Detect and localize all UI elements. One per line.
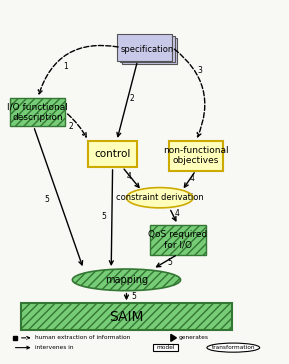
Bar (150, 225, 205, 254)
Text: intervenes in: intervenes in (35, 345, 74, 350)
Text: 1: 1 (63, 62, 68, 71)
Text: generates: generates (178, 335, 208, 340)
Bar (117, 34, 172, 60)
Text: SAIM: SAIM (109, 309, 144, 324)
Text: human extraction of information: human extraction of information (35, 335, 130, 340)
Text: control: control (95, 149, 131, 159)
Bar (88, 141, 137, 167)
Text: constraint derivation: constraint derivation (116, 193, 204, 202)
Bar (10, 98, 65, 126)
Text: specification: specification (120, 45, 173, 54)
Text: 5: 5 (167, 258, 172, 267)
Text: non-functional
objectives: non-functional objectives (163, 146, 229, 166)
Polygon shape (171, 335, 176, 341)
Text: 4: 4 (127, 171, 132, 181)
Bar (169, 141, 223, 171)
Text: 2: 2 (68, 122, 73, 131)
Ellipse shape (207, 343, 260, 352)
Text: 5: 5 (45, 195, 49, 204)
Bar (153, 344, 178, 351)
Text: 5: 5 (102, 213, 107, 221)
Text: transformation: transformation (212, 345, 255, 350)
Text: mapping: mapping (105, 275, 148, 285)
Bar (120, 36, 175, 62)
Bar (13, 336, 16, 340)
Ellipse shape (72, 269, 181, 291)
Text: 2: 2 (130, 94, 134, 103)
Text: I/O functional
description: I/O functional description (7, 102, 68, 122)
Bar (21, 304, 232, 330)
Ellipse shape (127, 187, 193, 208)
Text: 4: 4 (190, 174, 195, 183)
Bar (122, 38, 177, 64)
Text: QoS required
for I/O: QoS required for I/O (148, 230, 208, 249)
Text: 3: 3 (198, 66, 202, 75)
Text: 4: 4 (175, 209, 179, 218)
Text: 5: 5 (131, 292, 136, 301)
Text: model: model (156, 345, 175, 350)
